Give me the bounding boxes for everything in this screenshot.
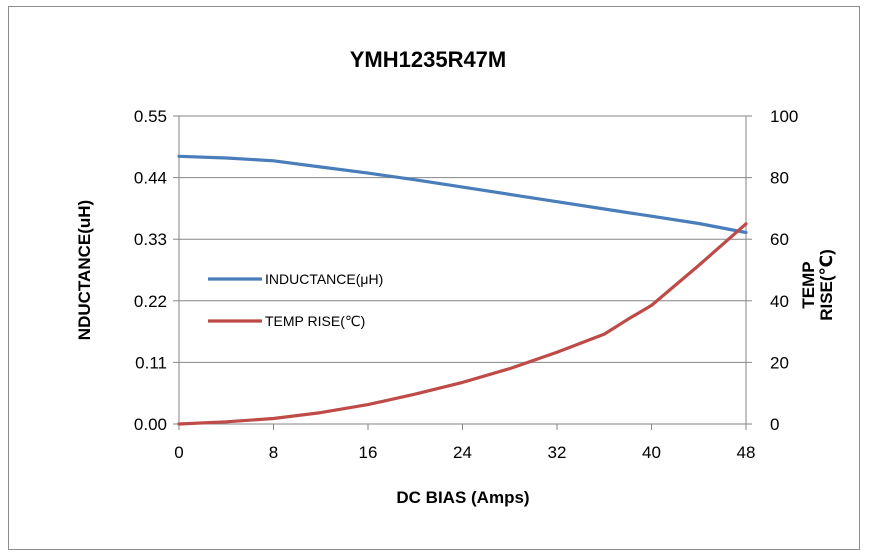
series-layer: [177, 154, 748, 426]
y-axis-right-title-line2: RISE(℃): [817, 249, 836, 321]
y-right-tick-label: 60: [770, 230, 789, 249]
y-right-tick-label: 20: [770, 353, 789, 372]
x-tick-label: 48: [737, 443, 756, 462]
legend-label-inductance: INDUCTANCE(μH): [265, 271, 383, 287]
y-left-tick-label: 0.11: [135, 353, 167, 372]
y-left-tick-label: 0.55: [134, 107, 167, 126]
y-left-tick-label: 0.44: [134, 169, 167, 188]
y-axis-right-title: TEMP RISE(℃): [799, 249, 836, 321]
y-right-tick-label: 100: [770, 107, 798, 126]
legend: INDUCTANCE(μH) TEMP RISE(℃): [208, 271, 383, 329]
axes: 0.00 0.11 0.22 0.33 0.44 0.55 0 20 40 60 80 100 0 8 16…: [134, 107, 798, 462]
chart-frame: [8, 6, 860, 550]
gridlines: [179, 115, 746, 425]
chart-title: YMH1235R47M: [350, 47, 507, 72]
y-right-tick-label: 40: [770, 292, 789, 311]
x-tick-label: 0: [174, 443, 183, 462]
inductance-series-line: [177, 154, 748, 235]
y-right-tick-label: 80: [770, 169, 789, 188]
x-tick-label: 16: [359, 443, 378, 462]
legend-label-temp-rise: TEMP RISE(℃): [265, 313, 365, 329]
y-left-tick-label: 0.22: [134, 292, 167, 311]
y-axis-left-title: NDUCTANCE(uH): [75, 200, 94, 340]
x-tick-label: 40: [642, 443, 661, 462]
x-tick-label: 32: [548, 443, 567, 462]
temp-rise-series-line: [177, 222, 748, 426]
y-axis-right-title-line1: TEMP: [799, 261, 818, 308]
x-axis-title: DC BIAS (Amps): [396, 488, 529, 507]
y-left-tick-label: 0.00: [134, 415, 167, 434]
y-left-tick-label: 0.33: [134, 230, 167, 249]
x-tick-label: 8: [269, 443, 278, 462]
x-tick-label: 24: [453, 443, 472, 462]
y-right-tick-label: 0: [770, 415, 779, 434]
